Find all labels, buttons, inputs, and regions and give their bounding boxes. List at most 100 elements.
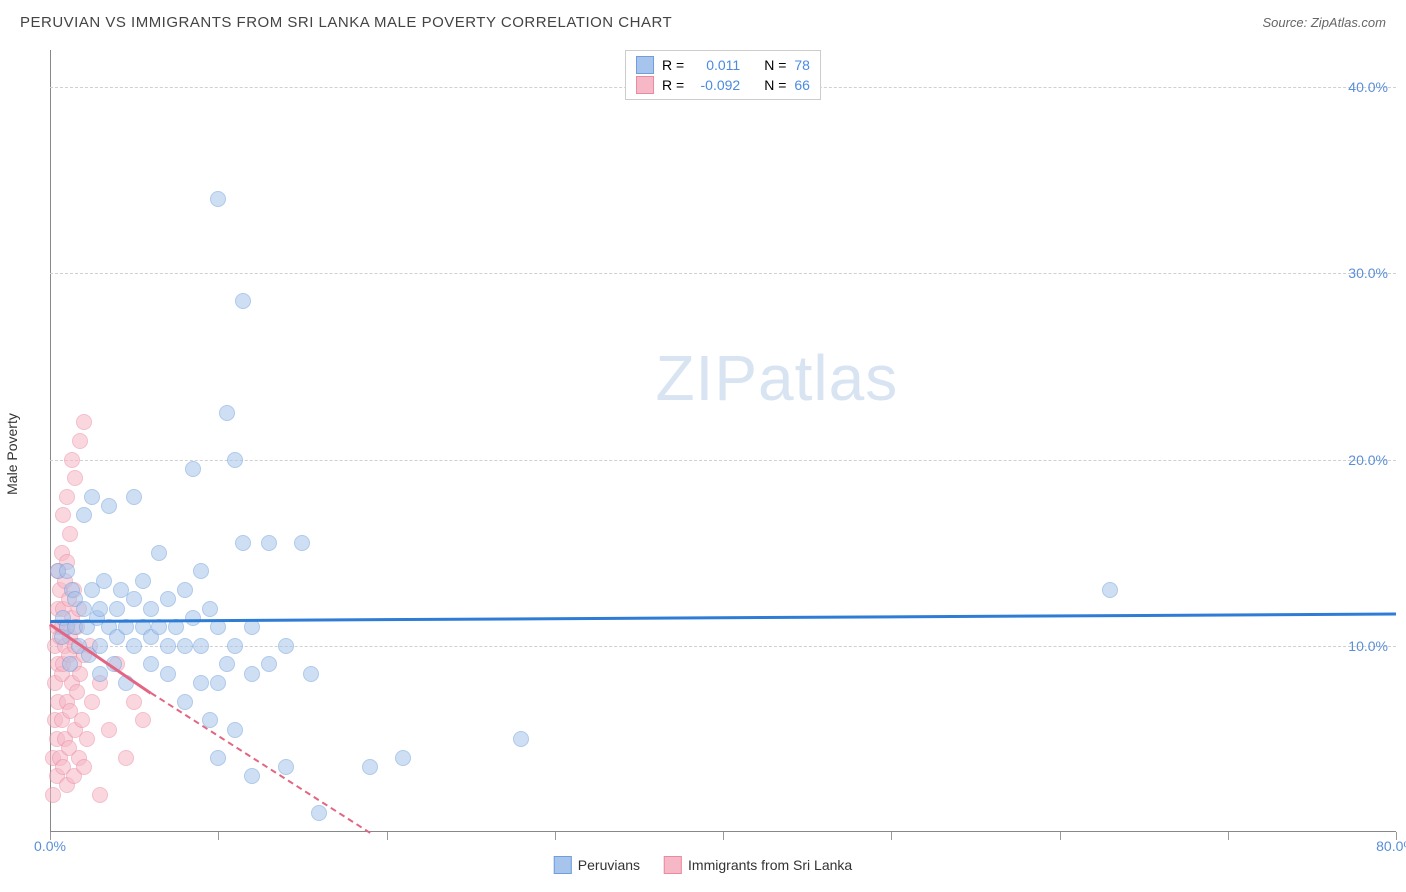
source-name: ZipAtlas.com bbox=[1311, 15, 1386, 30]
data-point bbox=[143, 601, 159, 617]
data-point bbox=[76, 759, 92, 775]
data-point bbox=[362, 759, 378, 775]
data-point bbox=[64, 452, 80, 468]
data-point bbox=[67, 470, 83, 486]
watermark-atlas: atlas bbox=[758, 342, 898, 414]
r-label: R = bbox=[662, 77, 684, 93]
data-point bbox=[160, 591, 176, 607]
n-value-peruvians: 78 bbox=[794, 57, 810, 73]
y-axis-label: Male Poverty bbox=[4, 413, 20, 495]
swatch-srilanka bbox=[636, 76, 654, 94]
data-point bbox=[244, 768, 260, 784]
y-tick-label: 10.0% bbox=[1348, 638, 1388, 654]
legend-label-srilanka: Immigrants from Sri Lanka bbox=[688, 857, 852, 873]
y-tick-label: 30.0% bbox=[1348, 265, 1388, 281]
x-tick bbox=[1060, 832, 1061, 840]
data-point bbox=[76, 507, 92, 523]
x-tick bbox=[387, 832, 388, 840]
x-tick bbox=[555, 832, 556, 840]
r-label: R = bbox=[662, 57, 684, 73]
data-point bbox=[177, 694, 193, 710]
header: PERUVIAN VS IMMIGRANTS FROM SRI LANKA MA… bbox=[0, 0, 1406, 44]
data-point bbox=[219, 405, 235, 421]
data-point bbox=[74, 712, 90, 728]
watermark: ZIPatlas bbox=[655, 341, 898, 415]
data-point bbox=[126, 489, 142, 505]
legend-label-peruvians: Peruvians bbox=[578, 857, 640, 873]
data-point bbox=[143, 656, 159, 672]
data-point bbox=[513, 731, 529, 747]
data-point bbox=[177, 582, 193, 598]
data-point bbox=[193, 638, 209, 654]
data-point bbox=[135, 573, 151, 589]
data-point bbox=[278, 638, 294, 654]
legend-item-peruvians: Peruvians bbox=[554, 856, 640, 874]
data-point bbox=[395, 750, 411, 766]
data-point bbox=[69, 684, 85, 700]
n-label: N = bbox=[764, 77, 786, 93]
data-point bbox=[55, 507, 71, 523]
watermark-zip: ZIP bbox=[655, 342, 758, 414]
data-point bbox=[227, 722, 243, 738]
data-point bbox=[261, 535, 277, 551]
source-attribution: Source: ZipAtlas.com bbox=[1262, 15, 1386, 30]
data-point bbox=[92, 638, 108, 654]
x-tick-label: 0.0% bbox=[34, 838, 66, 854]
data-point bbox=[185, 461, 201, 477]
legend-item-srilanka: Immigrants from Sri Lanka bbox=[664, 856, 852, 874]
x-tick-label: 80.0% bbox=[1376, 838, 1406, 854]
data-point bbox=[151, 545, 167, 561]
data-point bbox=[235, 293, 251, 309]
swatch-peruvians-icon bbox=[554, 856, 572, 874]
n-value-srilanka: 66 bbox=[794, 77, 810, 93]
data-point bbox=[84, 694, 100, 710]
chart-area: ZIPatlas 10.0%20.0%30.0%40.0% R = 0.011 … bbox=[50, 50, 1396, 832]
chart-title: PERUVIAN VS IMMIGRANTS FROM SRI LANKA MA… bbox=[20, 14, 672, 31]
data-point bbox=[59, 489, 75, 505]
data-point bbox=[109, 601, 125, 617]
correlation-legend: R = 0.011 N = 78 R = -0.092 N = 66 bbox=[625, 50, 821, 100]
r-value-peruvians: 0.011 bbox=[692, 57, 740, 73]
data-point bbox=[235, 535, 251, 551]
data-point bbox=[118, 750, 134, 766]
data-point bbox=[126, 591, 142, 607]
trend-line bbox=[50, 612, 1396, 622]
gridline bbox=[50, 646, 1396, 647]
data-point bbox=[303, 666, 319, 682]
data-point bbox=[101, 722, 117, 738]
x-tick bbox=[723, 832, 724, 840]
data-point bbox=[210, 750, 226, 766]
gridline bbox=[50, 460, 1396, 461]
x-tick bbox=[1228, 832, 1229, 840]
data-point bbox=[193, 675, 209, 691]
data-point bbox=[84, 489, 100, 505]
data-point bbox=[193, 563, 209, 579]
data-point bbox=[135, 712, 151, 728]
series-legend: Peruvians Immigrants from Sri Lanka bbox=[554, 856, 852, 874]
data-point bbox=[72, 433, 88, 449]
data-point bbox=[76, 414, 92, 430]
data-point bbox=[59, 563, 75, 579]
data-point bbox=[126, 638, 142, 654]
data-point bbox=[79, 731, 95, 747]
swatch-peruvians bbox=[636, 56, 654, 74]
data-point bbox=[92, 787, 108, 803]
correlation-row-srilanka: R = -0.092 N = 66 bbox=[636, 75, 810, 95]
data-point bbox=[92, 601, 108, 617]
data-point bbox=[210, 675, 226, 691]
data-point bbox=[101, 498, 117, 514]
scatter-plot: ZIPatlas 10.0%20.0%30.0%40.0% bbox=[50, 50, 1396, 832]
n-label: N = bbox=[764, 57, 786, 73]
data-point bbox=[126, 694, 142, 710]
data-point bbox=[1102, 582, 1118, 598]
data-point bbox=[160, 638, 176, 654]
data-point bbox=[261, 656, 277, 672]
data-point bbox=[62, 656, 78, 672]
correlation-row-peruvians: R = 0.011 N = 78 bbox=[636, 55, 810, 75]
y-tick-label: 20.0% bbox=[1348, 452, 1388, 468]
data-point bbox=[311, 805, 327, 821]
data-point bbox=[177, 638, 193, 654]
x-tick bbox=[891, 832, 892, 840]
data-point bbox=[185, 610, 201, 626]
data-point bbox=[227, 452, 243, 468]
